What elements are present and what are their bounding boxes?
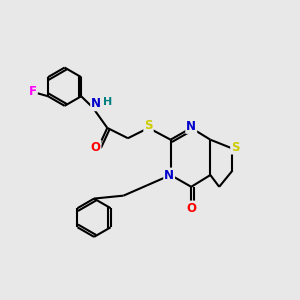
Text: H: H — [103, 97, 112, 107]
Text: N: N — [91, 97, 101, 110]
Text: S: S — [231, 141, 240, 154]
Text: O: O — [91, 141, 100, 154]
Text: S: S — [144, 119, 153, 132]
Text: N: N — [164, 169, 174, 182]
Text: F: F — [28, 85, 36, 98]
Text: N: N — [186, 120, 196, 133]
Text: O: O — [186, 202, 196, 214]
